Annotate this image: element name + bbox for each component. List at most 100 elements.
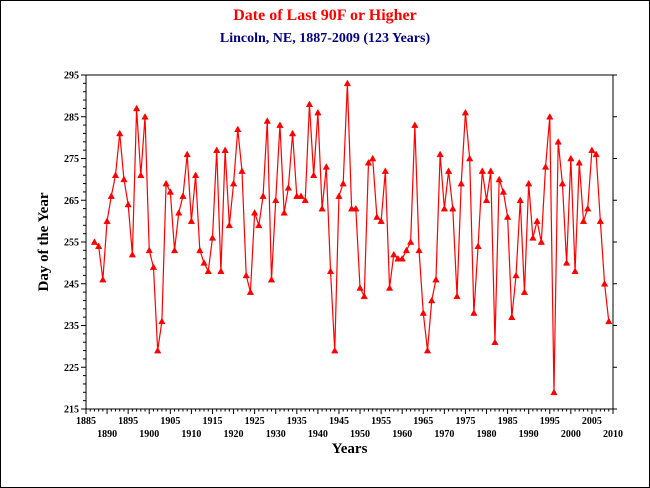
data-point-marker xyxy=(280,209,288,216)
data-point-marker xyxy=(259,192,267,199)
y-tick-label: 265 xyxy=(64,196,79,207)
data-point-marker xyxy=(579,217,588,224)
y-tick-label: 245 xyxy=(64,279,79,290)
data-point-marker xyxy=(487,167,495,174)
data-point-marker xyxy=(221,146,229,153)
data-point-marker xyxy=(554,138,562,145)
x-tick-label-upper: 1925 xyxy=(245,416,265,427)
data-point-marker xyxy=(246,288,255,295)
data-point-marker xyxy=(550,388,558,396)
data-point-marker xyxy=(90,238,99,245)
data-point-marker xyxy=(428,296,436,304)
x-tick-label-lower: 1910 xyxy=(181,429,201,440)
data-point-marker xyxy=(149,263,158,270)
data-point-marker xyxy=(567,154,575,162)
x-tick-label-lower: 1900 xyxy=(139,429,159,440)
data-point-marker xyxy=(444,167,453,174)
data-point-marker xyxy=(343,79,352,87)
data-point-marker xyxy=(537,238,545,245)
data-point-marker xyxy=(541,163,550,170)
data-point-marker xyxy=(124,200,132,208)
data-point-marker xyxy=(111,171,120,179)
data-point-marker xyxy=(478,167,486,174)
data-point-marker xyxy=(600,280,609,287)
x-tick-label-upper: 1885 xyxy=(76,416,96,427)
data-point-marker xyxy=(314,108,322,116)
data-point-marker xyxy=(251,209,259,216)
data-point-marker xyxy=(457,179,465,187)
x-tick-label-upper: 1915 xyxy=(202,416,222,427)
data-point-marker xyxy=(369,154,377,162)
data-point-marker xyxy=(318,204,326,212)
data-point-marker xyxy=(402,246,411,254)
data-point-marker xyxy=(208,234,217,241)
data-point-marker xyxy=(310,171,318,179)
data-point-marker xyxy=(503,213,512,220)
data-point-marker xyxy=(242,271,250,279)
y-tick-label: 215 xyxy=(64,405,79,416)
x-tick-label-lower: 1940 xyxy=(308,429,328,440)
data-point-marker xyxy=(145,246,153,254)
data-point-marker xyxy=(495,175,503,183)
data-point-marker xyxy=(605,317,613,325)
x-tick-label-lower: 1980 xyxy=(477,429,497,440)
x-tick-label-upper: 1995 xyxy=(540,416,560,427)
x-axis-title: Years xyxy=(332,441,368,457)
x-tick-label-upper: 1985 xyxy=(498,416,518,427)
data-point-marker xyxy=(407,238,415,245)
data-point-marker xyxy=(217,267,225,275)
data-point-marker xyxy=(562,259,571,266)
data-point-marker xyxy=(381,167,389,174)
data-point-marker xyxy=(491,338,499,346)
data-point-marker xyxy=(107,192,115,199)
data-point-marker xyxy=(508,313,516,320)
data-point-marker xyxy=(423,346,432,354)
plot-area xyxy=(85,74,614,410)
data-point-marker xyxy=(512,271,520,279)
chart-title: Date of Last 90F or Higher xyxy=(233,7,417,24)
data-point-marker xyxy=(288,129,297,137)
data-point-marker xyxy=(470,309,478,316)
x-tick-label-upper: 1895 xyxy=(118,416,138,427)
chart-subtitle: Lincoln, NE, 1887-2009 (123 Years) xyxy=(219,31,431,46)
data-point-marker xyxy=(229,179,238,187)
x-tick-label-lower: 1920 xyxy=(224,429,244,440)
data-point-marker xyxy=(453,292,461,300)
data-point-marker xyxy=(331,346,339,354)
data-point-marker xyxy=(204,267,212,275)
data-point-marker xyxy=(301,196,309,204)
data-point-marker xyxy=(120,175,128,183)
data-point-marker xyxy=(474,242,482,249)
data-point-marker xyxy=(225,221,233,229)
x-tick-label-upper: 1905 xyxy=(160,416,180,427)
data-point-marker xyxy=(352,204,360,212)
data-point-marker xyxy=(99,275,107,283)
x-tick-label-lower: 1990 xyxy=(519,429,539,440)
data-point-marker xyxy=(175,209,183,216)
data-point-marker xyxy=(525,179,533,187)
y-tick-label: 275 xyxy=(64,154,79,165)
data-point-marker xyxy=(154,346,162,354)
x-tick-label-lower: 1890 xyxy=(97,429,117,440)
y-tick-label: 235 xyxy=(64,321,79,332)
data-point-marker xyxy=(196,246,204,254)
x-tick-label-lower: 1970 xyxy=(434,429,454,440)
x-tick-label-upper: 1945 xyxy=(329,416,349,427)
data-point-marker xyxy=(191,171,200,179)
data-point-marker xyxy=(596,217,604,224)
data-point-marker xyxy=(183,150,191,158)
data-point-marker xyxy=(267,275,276,283)
x-tick-label-upper: 1965 xyxy=(413,416,433,427)
y-axis-title: Day of the Year xyxy=(36,192,52,291)
data-point-marker xyxy=(436,150,444,158)
data-point-marker xyxy=(449,204,457,212)
data-point-marker xyxy=(558,179,567,187)
data-point-marker xyxy=(326,267,335,275)
x-tick-label-lower: 1950 xyxy=(350,429,370,440)
data-point-marker xyxy=(377,217,385,224)
data-point-marker xyxy=(272,196,280,204)
data-point-marker xyxy=(432,275,440,283)
data-point-marker xyxy=(305,100,314,108)
x-tick-label-lower: 1930 xyxy=(266,429,286,440)
